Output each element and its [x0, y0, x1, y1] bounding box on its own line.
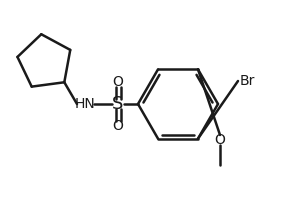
- Text: S: S: [112, 95, 124, 113]
- Text: Br: Br: [240, 74, 255, 88]
- Text: O: O: [113, 119, 123, 133]
- Text: HN: HN: [75, 97, 95, 111]
- Text: O: O: [215, 133, 226, 147]
- Text: O: O: [113, 75, 123, 89]
